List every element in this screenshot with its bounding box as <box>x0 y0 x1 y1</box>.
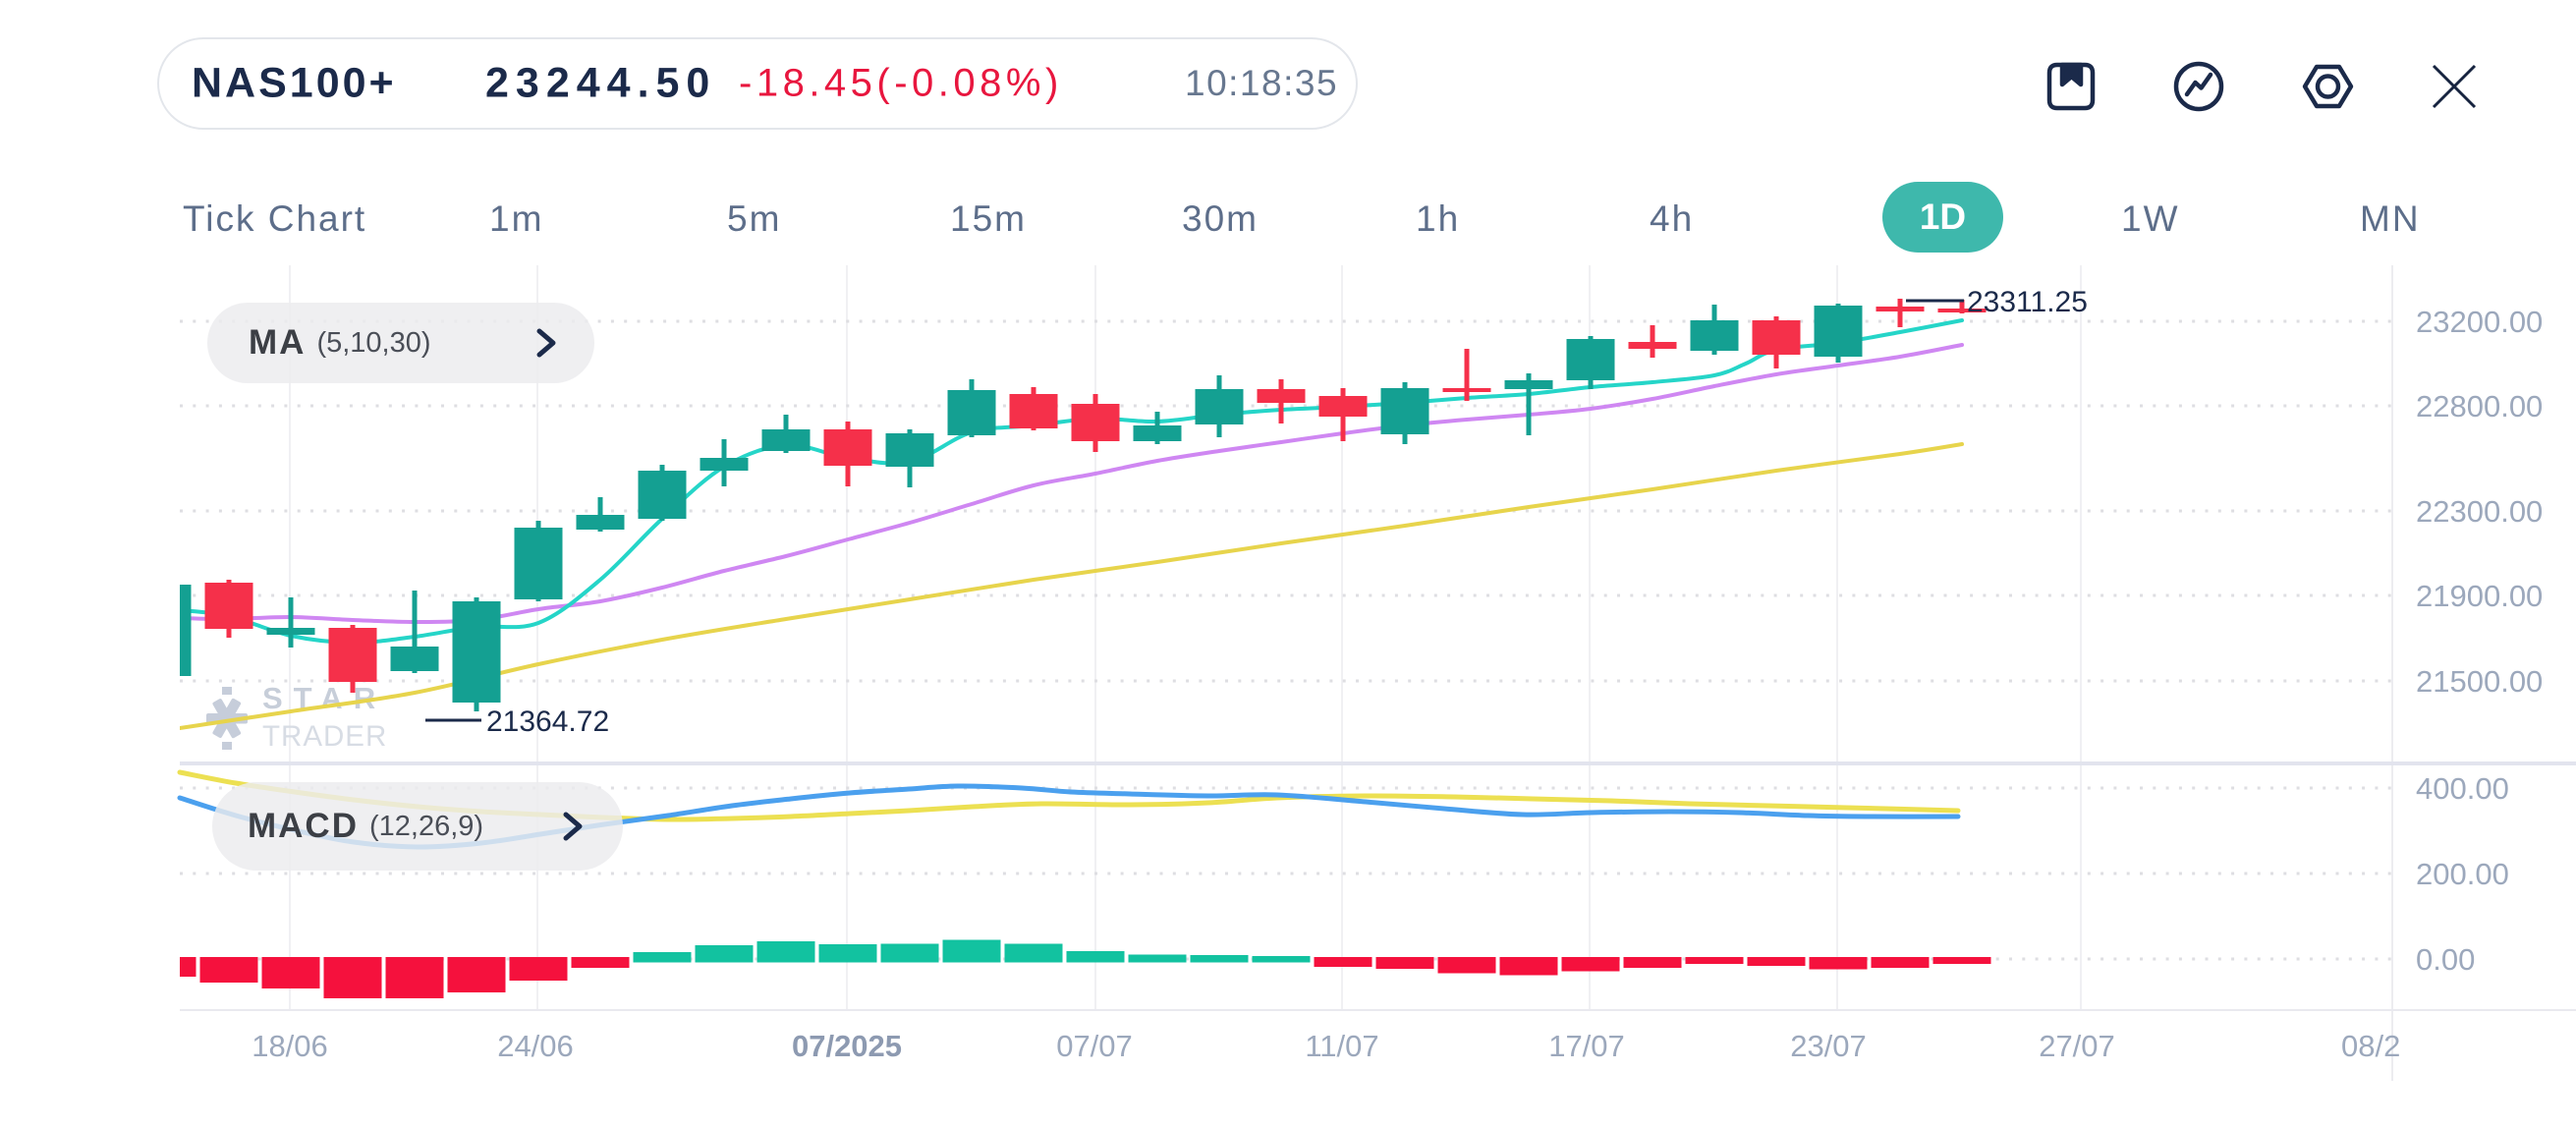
svg-text:23311.25: 23311.25 <box>1967 286 2088 318</box>
svg-text:07/2025: 07/2025 <box>792 1029 902 1063</box>
svg-text:STAR: STAR <box>262 681 386 715</box>
svg-text:18/06: 18/06 <box>252 1029 328 1063</box>
svg-text:21900.00: 21900.00 <box>2416 579 2543 613</box>
svg-text:22300.00: 22300.00 <box>2416 494 2543 529</box>
svg-text:22800.00: 22800.00 <box>2416 389 2543 423</box>
svg-text:11/07: 11/07 <box>1305 1029 1378 1063</box>
svg-text:400.00: 400.00 <box>2416 771 2509 806</box>
svg-text:23200.00: 23200.00 <box>2416 305 2543 339</box>
svg-text:08/2: 08/2 <box>2341 1029 2400 1063</box>
svg-text:24/06: 24/06 <box>497 1029 574 1063</box>
svg-text:07/07: 07/07 <box>1056 1029 1133 1063</box>
svg-text:200.00: 200.00 <box>2416 857 2509 891</box>
svg-text:17/07: 17/07 <box>1548 1029 1625 1063</box>
svg-text:TRADER: TRADER <box>262 720 387 753</box>
svg-text:21364.72: 21364.72 <box>486 705 609 738</box>
svg-text:0.00: 0.00 <box>2416 942 2475 977</box>
svg-text:23/07: 23/07 <box>1790 1029 1867 1063</box>
svg-text:27/07: 27/07 <box>2039 1029 2115 1063</box>
svg-text:21500.00: 21500.00 <box>2416 664 2543 699</box>
